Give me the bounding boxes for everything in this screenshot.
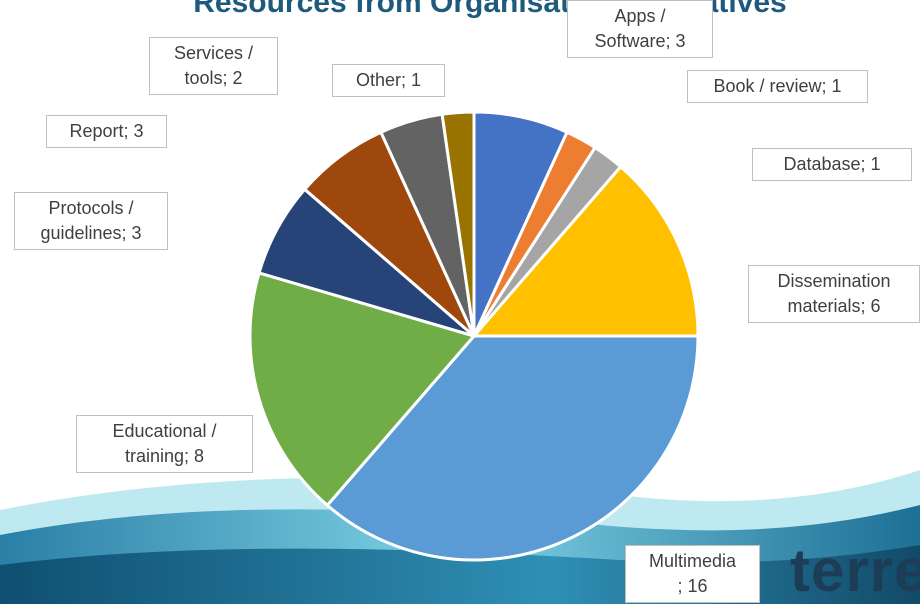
label-category: Multimedia ;: [648, 551, 737, 596]
data-label: Dissemination materials; 6: [748, 265, 920, 323]
label-value: 1: [831, 76, 842, 96]
label-value: 1: [411, 70, 422, 90]
pie: [248, 110, 700, 562]
data-label: Protocols / guidelines; 3: [14, 192, 168, 250]
logo-text: terre: [790, 537, 920, 604]
label-category: Protocols / guidelines;: [40, 198, 134, 243]
label-category: Other;: [355, 70, 406, 90]
chart-title: Resources from Organisations/ Initiative…: [193, 0, 787, 19]
label-category: Database;: [783, 154, 866, 174]
label-category: Book / review;: [713, 76, 827, 96]
label-value: 1: [870, 154, 881, 174]
label-value: 3: [131, 223, 142, 243]
label-value: 6: [870, 296, 881, 316]
label-value: 2: [232, 68, 243, 88]
data-label: Services / tools; 2: [149, 37, 278, 95]
label-value: 3: [675, 31, 686, 51]
data-label: Database; 1: [752, 148, 912, 181]
pie-slice: [325, 334, 700, 562]
label-category: Report;: [69, 121, 129, 141]
pie-slice: [248, 271, 477, 508]
label-category: Dissemination materials;: [777, 271, 891, 316]
label-category: Services / tools;: [173, 43, 254, 88]
pie-slice: [440, 110, 476, 337]
data-label: Other; 1: [332, 64, 445, 97]
data-label: Report; 3: [46, 115, 167, 148]
label-category: Educational / training;: [112, 421, 217, 466]
data-label: Book / review; 1: [687, 70, 868, 103]
data-label: Multimedia ; 16: [625, 545, 760, 603]
label-value: 8: [194, 446, 205, 466]
label-category: Apps / Software;: [594, 6, 671, 51]
label-value: 16: [687, 576, 708, 596]
label-value: 3: [133, 121, 144, 141]
data-label: Educational / training; 8: [76, 415, 253, 473]
data-label: Apps / Software; 3: [567, 0, 713, 58]
pie-slice: [470, 164, 700, 338]
